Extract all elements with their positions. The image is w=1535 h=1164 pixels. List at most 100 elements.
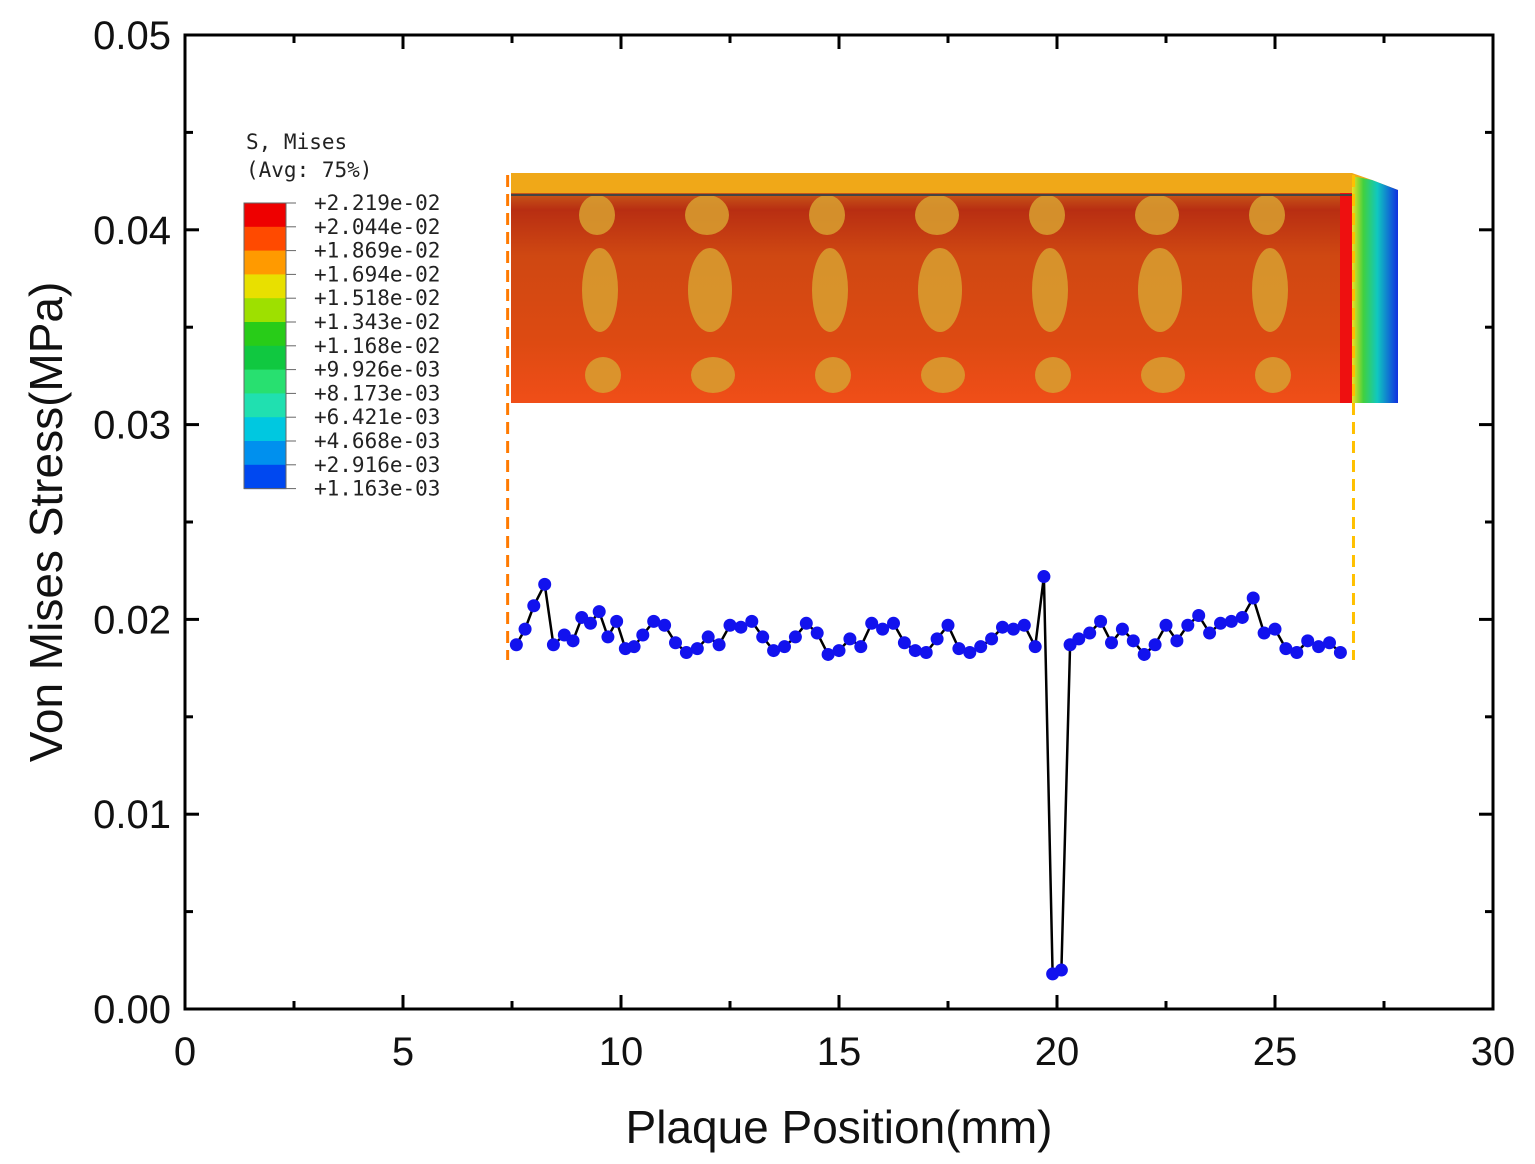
data-point [1159,618,1173,632]
contour-spot [1141,357,1185,393]
data-point [930,632,944,646]
data-point [799,616,813,630]
data-point [1203,626,1217,640]
series-points [509,570,1347,981]
data-point [745,614,759,628]
y-tick-label: 0.00 [93,988,171,1032]
data-point [1054,963,1068,977]
legend-band [244,226,286,252]
data-point [1333,646,1347,660]
data-point [1083,626,1097,640]
data-point [712,638,726,652]
data-point [1257,626,1271,640]
y-tick-label: 0.03 [93,404,171,448]
data-point [843,632,857,646]
data-point [1268,622,1282,636]
data-point [908,644,922,658]
contour-spot [582,248,618,332]
data-point [1137,647,1151,661]
data-point [887,616,900,630]
legend-band [244,203,286,228]
data-point [865,616,879,630]
x-tick-label: 15 [817,1030,862,1074]
data-point [647,614,661,628]
contour-spots [579,195,1291,393]
data-point [1214,616,1227,630]
x-axis-title: Plaque Position(mm) [626,1101,1053,1153]
data-point [1017,618,1031,632]
data-point [701,630,715,644]
contour-spot [1035,357,1071,393]
legend-entry: +2.916e-03 [314,453,440,477]
legend-labels: +2.219e-02+2.044e-02+1.869e-02+1.694e-02… [286,191,440,501]
contour-right-edge [1340,193,1354,403]
data-point [669,636,682,650]
legend-entry: +1.168e-02 [314,334,440,358]
y-axis-ticks: 0.00 0.01 0.02 0.03 0.04 0.05 [93,14,1493,1032]
legend-band [244,274,286,299]
data-point [1037,570,1051,584]
data-point [527,599,541,613]
x-tick-label: 0 [174,1030,196,1074]
contour-spot [918,248,962,332]
data-point [1126,634,1140,648]
data-point [734,620,748,634]
data-point [592,605,606,619]
y-tick-label: 0.02 [93,598,171,642]
data-point [756,630,770,644]
contour-inset [511,173,1398,403]
legend-band [244,393,286,418]
data-point [985,632,999,646]
x-tick-label: 20 [1035,1030,1080,1074]
legend-band [244,298,286,323]
data-point [876,622,890,636]
contour-spot [815,357,851,393]
y-axis-title: Von Mises Stress(MPa) [20,282,72,763]
data-point [941,618,955,632]
data-point [1105,636,1118,650]
data-point [810,626,824,640]
legend-band [244,369,286,394]
data-point [919,646,933,660]
data-point [690,642,704,656]
data-point [1094,614,1108,628]
x-axis-ticks: 0 5 10 15 20 25 30 [174,35,1515,1074]
data-point [546,638,560,652]
data-point [1279,642,1293,656]
legend-entry: +2.219e-02 [314,191,440,215]
y-tick-label: 0.01 [93,793,171,837]
contour-spot [921,357,965,393]
data-point [1312,640,1326,654]
y-tick-label: 0.05 [93,14,171,58]
x-tick-label: 25 [1253,1030,1298,1074]
data-point [1301,634,1315,648]
contour-top-face [511,173,1398,196]
contour-spot [809,195,845,235]
contour-spot [585,357,621,393]
contour-spot [915,195,959,235]
legend-band [244,345,286,371]
data-point [658,618,672,632]
data-point [952,642,966,656]
contour-spot [1255,357,1291,393]
data-point [1290,646,1304,660]
data-point [1246,591,1260,605]
contour-spot [1029,195,1065,235]
data-point [583,616,597,630]
y-tick-label: 0.04 [93,209,171,253]
contour-spot [812,248,848,332]
data-point [821,647,835,661]
data-point [1148,638,1162,652]
data-point [1170,634,1184,648]
data-point [566,634,580,648]
legend-entry: +1.163e-03 [314,477,440,501]
data-point [1028,640,1042,654]
data-point [610,614,624,628]
contour-spot [579,195,615,235]
legend-entry: +2.044e-02 [314,215,440,239]
data-point [1224,614,1238,628]
legend-entry: +1.869e-02 [314,239,440,263]
contour-end-face [1352,176,1398,403]
contour-spot [1135,195,1179,235]
data-point [723,618,737,632]
